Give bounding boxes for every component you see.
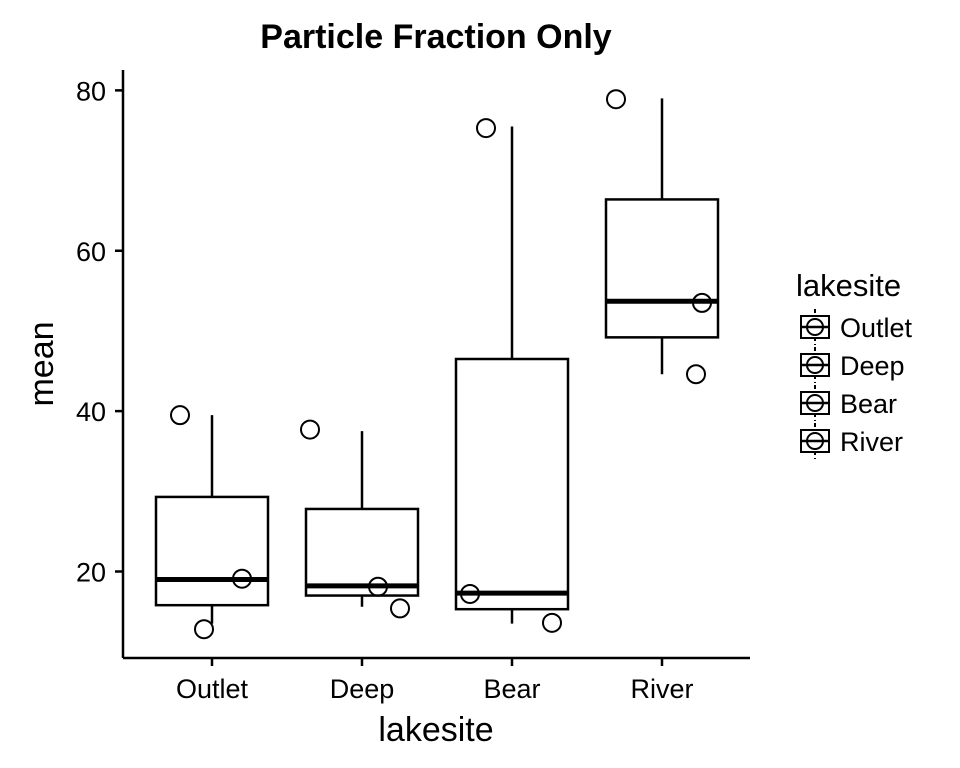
- legend-label: Deep: [840, 351, 905, 381]
- y-axis: 20 40 60 80: [76, 76, 123, 588]
- legend-item-bear: Bear: [800, 385, 897, 421]
- legend-label: Outlet: [840, 313, 913, 343]
- legend-key-point: [806, 432, 824, 450]
- legend-key-point: [806, 356, 824, 374]
- data-point: [606, 89, 626, 110]
- legend-label: Bear: [840, 389, 897, 419]
- y-tick-label: 40: [76, 397, 106, 427]
- y-tick-label: 20: [76, 558, 106, 588]
- x-axis-title: lakesite: [378, 711, 493, 749]
- y-tick-label: 60: [76, 237, 106, 267]
- x-tick-label: River: [630, 674, 693, 704]
- x-tick-label: Outlet: [176, 674, 249, 704]
- legend-label: River: [840, 427, 903, 457]
- legend: lakesite Outlet Deep Bear River: [796, 268, 913, 459]
- box-river: [604, 89, 720, 385]
- legend-key-point: [806, 394, 824, 412]
- data-point: [542, 612, 562, 633]
- y-axis-title: mean: [23, 321, 61, 406]
- data-point: [686, 364, 706, 385]
- box-deep: [300, 419, 420, 619]
- legend-key-point: [806, 318, 824, 336]
- data-point: [300, 419, 320, 440]
- data-point: [170, 405, 190, 426]
- y-tick-label: 80: [76, 76, 106, 106]
- data-point: [692, 292, 712, 313]
- x-tick-label: Bear: [483, 674, 540, 704]
- data-point: [368, 576, 388, 597]
- legend-item-outlet: Outlet: [800, 309, 913, 345]
- data-point: [476, 118, 496, 139]
- x-axis: Outlet Deep Bear River: [176, 658, 694, 704]
- legend-item-river: River: [800, 423, 903, 459]
- data-point: [194, 619, 214, 640]
- box-bear: [454, 118, 570, 633]
- chart-title: Particle Fraction Only: [260, 18, 612, 56]
- data-point: [390, 598, 410, 619]
- plot-area: [154, 89, 720, 640]
- box-iqr: [454, 357, 570, 611]
- data-point: [460, 583, 480, 604]
- x-tick-label: Deep: [330, 674, 395, 704]
- legend-item-deep: Deep: [800, 347, 905, 383]
- data-point: [232, 568, 252, 589]
- box-iqr: [154, 495, 270, 607]
- legend-title: lakesite: [796, 268, 901, 303]
- box-outlet: [154, 405, 270, 640]
- box-iqr: [304, 507, 420, 597]
- box-iqr: [604, 198, 720, 339]
